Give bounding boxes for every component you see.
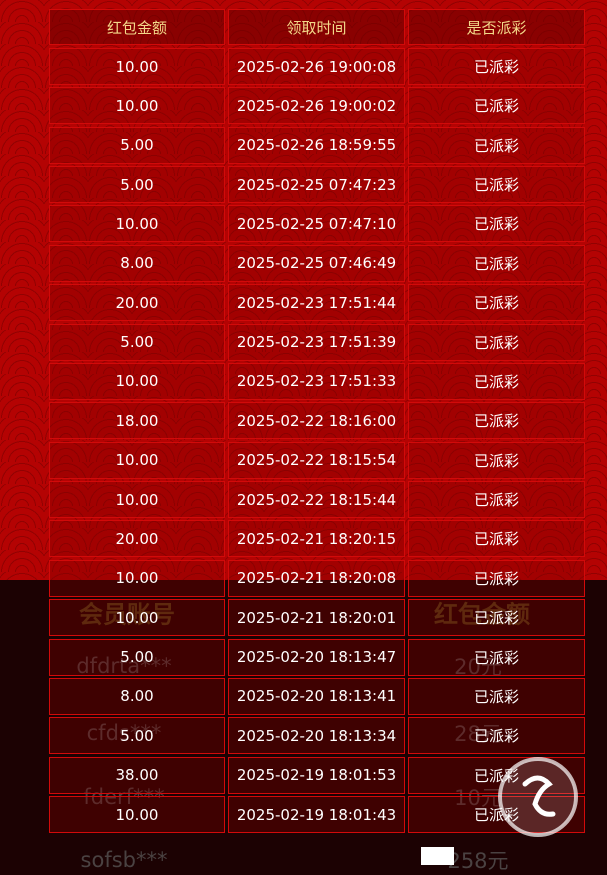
table-cell: 2025-02-25 07:46:49 [228,244,405,282]
table-cell: 10.00 [49,362,225,400]
table-cell: 10.00 [49,87,225,125]
table-cell: 已派彩 [408,520,585,558]
table-cell: 8.00 [49,677,225,715]
table-cell: 已派彩 [408,599,585,637]
table-cell: 已派彩 [408,126,585,164]
bg-header: 会员账号 [79,600,175,629]
table-cell: 2025-02-26 19:00:02 [228,87,405,125]
table-cell: 2025-02-20 18:13:34 [228,717,405,755]
table-cell: 已派彩 [408,48,585,85]
table-cell: 38.00 [49,756,225,794]
table-cell: 2025-02-26 19:00:08 [228,48,405,85]
header-cell: 领取时间 [228,9,405,45]
table-cell: 2025-02-19 18:01:43 [228,796,405,834]
table-cell: 2025-02-26 18:59:55 [228,126,405,164]
table-cell: 5.00 [49,166,225,204]
table-cell: 10.00 [49,559,225,597]
header-cell: 红包金额 [49,9,225,45]
table-cell: 已派彩 [408,284,585,322]
bg-cell: 258元 [447,849,509,873]
table-cell: 18.00 [49,402,225,440]
table-cell: 10.00 [49,481,225,519]
bg-cell: 10元 [454,786,502,810]
table-cell: 已派彩 [408,323,585,361]
table-cell: 5.00 [49,323,225,361]
table-cell: 2025-02-20 18:13:47 [228,638,405,676]
service-icon[interactable] [495,754,581,840]
table-cell: 已派彩 [408,205,585,243]
table-cell: 2025-02-22 18:15:44 [228,481,405,519]
table-cell: 20.00 [49,284,225,322]
table-cell: 2025-02-19 18:01:53 [228,756,405,794]
bg-header: 红包金额 [434,600,530,629]
table-cell: 10.00 [49,48,225,85]
table-cell: 2025-02-25 07:47:23 [228,166,405,204]
table-cell: 2025-02-23 17:51:33 [228,362,405,400]
table-cell: 已派彩 [408,166,585,204]
bg-cell: cfds*** [86,721,162,745]
table-cell: 5.00 [49,126,225,164]
table-cell: 2025-02-21 18:20:08 [228,559,405,597]
red-background [0,0,607,580]
bg-cell: 28元 [454,722,502,746]
bg-cell: sofsb*** [80,848,168,872]
table-cell: 10.00 [49,796,225,834]
table-cell: 2025-02-21 18:20:01 [228,599,405,637]
table-cell: 2025-02-23 17:51:44 [228,284,405,322]
table-cell: 5.00 [49,717,225,755]
table-cell: 10.00 [49,205,225,243]
table-cell: 已派彩 [408,677,585,715]
table-cell: 2025-02-25 07:47:10 [228,205,405,243]
table-cell: 已派彩 [408,559,585,597]
table-cell: 已派彩 [408,362,585,400]
header-cell: 是否派彩 [408,9,585,45]
table-cell: 已派彩 [408,441,585,479]
table-cell: 已派彩 [408,638,585,676]
table-cell: 2025-02-23 17:51:39 [228,323,405,361]
table-cell: 8.00 [49,244,225,282]
table-cell: 已派彩 [408,717,585,755]
table-cell: 2025-02-21 18:20:15 [228,520,405,558]
bg-cell: dfdrta*** [76,654,172,678]
table-cell: 2025-02-22 18:15:54 [228,441,405,479]
table-cell: 5.00 [49,638,225,676]
table-cell: 2025-02-20 18:13:41 [228,677,405,715]
table-cell: 已派彩 [408,87,585,125]
table-cell: 已派彩 [408,481,585,519]
table-cell: 10.00 [49,599,225,637]
table-cell: 20.00 [49,520,225,558]
table-cell: 已派彩 [408,244,585,282]
white-box [421,847,454,865]
table-cell: 已派彩 [408,402,585,440]
table-cell: 2025-02-22 18:16:00 [228,402,405,440]
table-cell: 10.00 [49,441,225,479]
